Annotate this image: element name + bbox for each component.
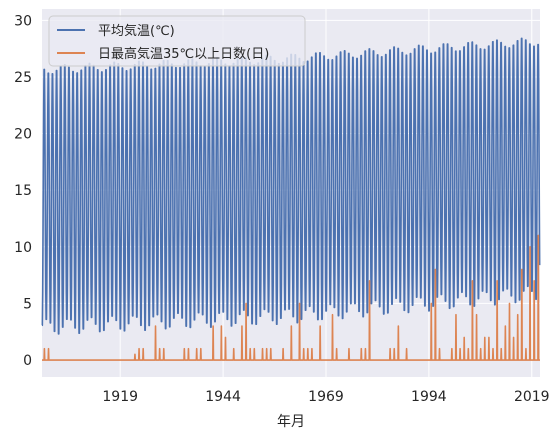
series-avg-temp-line xyxy=(41,37,541,335)
y-tick-label: 25 xyxy=(14,70,32,86)
y-tick-label: 10 xyxy=(14,240,32,256)
y-tick-label: 20 xyxy=(14,127,32,143)
legend-label-avg: 平均気温(℃) xyxy=(98,23,175,39)
series-layer xyxy=(41,37,541,361)
y-tick-labels: 0 5 10 15 20 25 30 xyxy=(14,13,32,369)
x-tick-label: 2019 xyxy=(514,389,550,405)
series-35c-days-line xyxy=(42,234,540,361)
x-axis-label: 年月 xyxy=(277,414,305,430)
x-tick-label: 1969 xyxy=(308,389,344,405)
x-tick-label: 1994 xyxy=(411,389,447,405)
y-tick-label: 5 xyxy=(23,296,32,312)
legend-box xyxy=(48,15,306,67)
x-tick-labels: 1919 1944 1969 1994 2019 xyxy=(102,389,549,405)
y-tick-label: 30 xyxy=(14,13,32,29)
legend: 平均気温(℃) 日最高気温35℃以上日数(日) xyxy=(48,15,306,67)
y-tick-label: 0 xyxy=(23,353,32,369)
x-tick-label: 1944 xyxy=(205,389,241,405)
x-tick-label: 1919 xyxy=(102,389,138,405)
legend-label-35: 日最高気温35℃以上日数(日) xyxy=(98,46,269,62)
y-tick-label: 15 xyxy=(14,183,32,199)
